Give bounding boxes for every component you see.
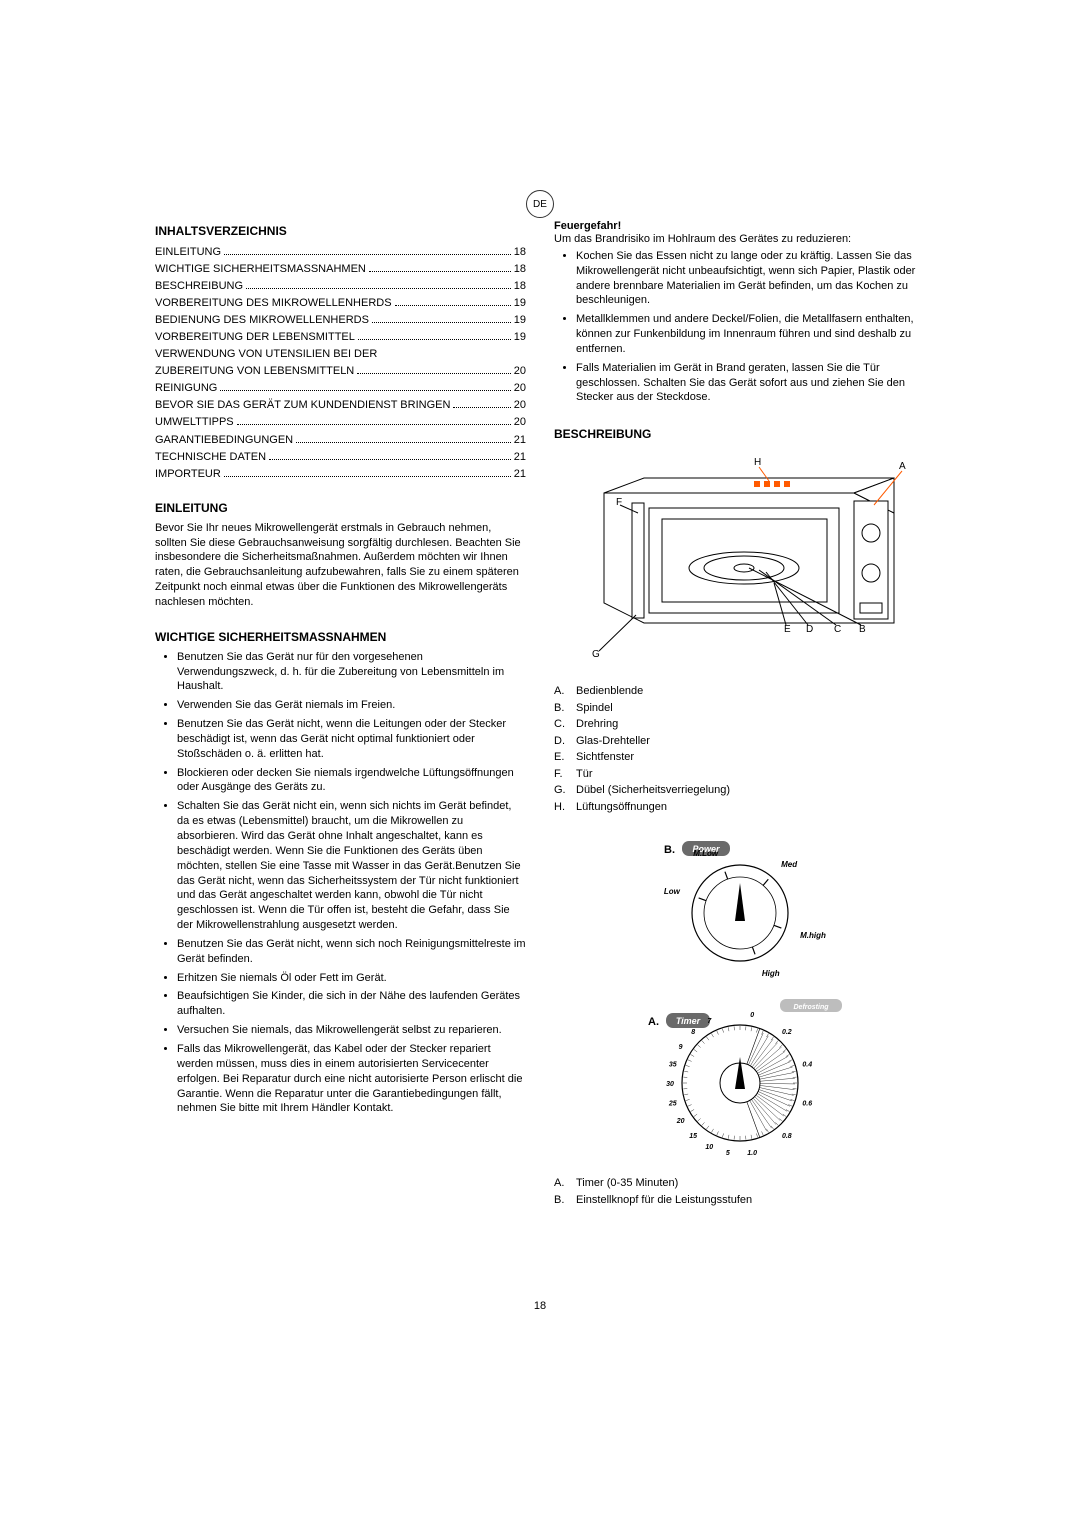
svg-text:1.0: 1.0 — [747, 1150, 757, 1157]
safety-heading: WICHTIGE SICHERHEITSMASSNAHMEN — [155, 630, 526, 644]
svg-text:High: High — [761, 969, 779, 978]
list-item: Beaufsichtigen Sie Kinder, die sich in d… — [177, 989, 526, 1019]
toc-row: VERWENDUNG VON UTENSILIEN BEI DER — [155, 346, 526, 363]
svg-text:G: G — [592, 649, 600, 660]
list-item: Kochen Sie das Essen nicht zu lange oder… — [576, 249, 925, 308]
svg-text:5: 5 — [725, 1150, 729, 1157]
list-item: Falls das Mikrowellengerät, das Kabel od… — [177, 1042, 526, 1116]
svg-text:C: C — [834, 624, 841, 635]
svg-text:M.high: M.high — [800, 931, 826, 940]
svg-text:B: B — [859, 624, 866, 635]
svg-text:M.Low: M.Low — [693, 849, 719, 858]
controls-legend: A.Timer (0-35 Minuten)B.Einstellknopf fü… — [554, 1175, 925, 1208]
legend-row: A.Timer (0-35 Minuten) — [554, 1175, 925, 1192]
legend-row: E.Sichtfenster — [554, 749, 925, 766]
legend-row: H.Lüftungsöffnungen — [554, 799, 925, 816]
toc-row: REINIGUNG20 — [155, 380, 526, 397]
svg-text:25: 25 — [667, 1101, 676, 1108]
legend-row: F.Tür — [554, 766, 925, 783]
svg-text:35: 35 — [668, 1062, 676, 1069]
toc-row: BEDIENUNG DES MIKROWELLENHERDS19 — [155, 312, 526, 329]
right-column: Feuergefahr! Um das Brandrisiko im Hohlr… — [554, 220, 925, 1208]
svg-text:A: A — [899, 461, 906, 472]
legend-row: D.Glas-Drehteller — [554, 733, 925, 750]
toc-row: VORBEREITUNG DES MIKROWELLENHERDS19 — [155, 295, 526, 312]
table-of-contents: EINLEITUNG18WICHTIGE SICHERHEITSMASSNAHM… — [155, 244, 526, 483]
svg-text:Timer: Timer — [675, 1016, 700, 1026]
svg-text:10: 10 — [705, 1144, 713, 1151]
svg-text:B.: B. — [664, 844, 675, 856]
list-item: Benutzen Sie das Gerät nicht, wenn sich … — [177, 937, 526, 967]
toc-row: VORBEREITUNG DER LEBENSMITTEL19 — [155, 329, 526, 346]
safety-list: Benutzen Sie das Gerät nur für den vorge… — [155, 650, 526, 1116]
language-badge: DE — [526, 190, 554, 218]
toc-row: ZUBEREITUNG VON LEBENSMITTELN20 — [155, 363, 526, 380]
toc-row: BEVOR SIE DAS GERÄT ZUM KUNDENDIENST BRI… — [155, 397, 526, 414]
svg-text:H: H — [754, 457, 761, 468]
description-heading: BESCHREIBUNG — [554, 427, 925, 441]
fire-list: Kochen Sie das Essen nicht zu lange oder… — [554, 249, 925, 405]
control-panel-diagram: B.PowerLowM.LowMedM.highHighA.TimerDefro… — [630, 833, 850, 1163]
two-column-layout: INHALTSVERZEICHNIS EINLEITUNG18WICHTIGE … — [155, 220, 925, 1208]
toc-row: EINLEITUNG18 — [155, 244, 526, 261]
microwave-diagram: A H F E D C B G — [554, 453, 925, 668]
svg-text:E: E — [784, 624, 791, 635]
legend-row: A.Bedienblende — [554, 683, 925, 700]
language-code: DE — [533, 199, 547, 210]
fire-heading: Feuergefahr! — [554, 220, 925, 232]
list-item: Schalten Sie das Gerät nicht ein, wenn s… — [177, 799, 526, 933]
svg-text:0.2: 0.2 — [781, 1029, 791, 1036]
svg-text:F: F — [616, 497, 622, 508]
svg-text:0.4: 0.4 — [802, 1062, 812, 1069]
intro-heading: EINLEITUNG — [155, 501, 526, 515]
legend-row: C.Drehring — [554, 716, 925, 733]
list-item: Benutzen Sie das Gerät nur für den vorge… — [177, 650, 526, 695]
page: DE INHALTSVERZEICHNIS EINLEITUNG18WICHTI… — [155, 220, 925, 1208]
toc-row: GARANTIEBEDINGUNGEN21 — [155, 432, 526, 449]
list-item: Erhitzen Sie niemals Öl oder Fett im Ger… — [177, 971, 526, 986]
parts-legend: A.BedienblendeB.SpindelC.DrehringD.Glas-… — [554, 683, 925, 815]
svg-text:A.: A. — [648, 1016, 659, 1028]
legend-row: B.Einstellknopf für die Leistungsstufen — [554, 1192, 925, 1209]
fire-intro: Um das Brandrisiko im Hohlraum des Gerät… — [554, 232, 925, 247]
svg-text:7: 7 — [707, 1018, 712, 1025]
svg-text:0: 0 — [750, 1012, 754, 1019]
svg-text:20: 20 — [675, 1118, 684, 1125]
list-item: Versuchen Sie niemals, das Mikrowellenge… — [177, 1023, 526, 1038]
legend-row: G.Dübel (Sicherheitsverriegelung) — [554, 782, 925, 799]
list-item: Blockieren oder decken Sie niemals irgen… — [177, 766, 526, 796]
svg-text:Low: Low — [663, 887, 680, 896]
left-column: INHALTSVERZEICHNIS EINLEITUNG18WICHTIGE … — [155, 220, 526, 1208]
toc-row: IMPORTEUR21 — [155, 466, 526, 483]
svg-text:D: D — [806, 624, 813, 635]
toc-row: UMWELTTIPPS20 — [155, 414, 526, 431]
toc-row: WICHTIGE SICHERHEITSMASSNAHMEN18 — [155, 261, 526, 278]
svg-text:Med: Med — [781, 860, 798, 869]
svg-text:0.8: 0.8 — [781, 1133, 791, 1140]
svg-text:30: 30 — [666, 1081, 674, 1088]
toc-heading: INHALTSVERZEICHNIS — [155, 224, 526, 238]
svg-text:8: 8 — [691, 1029, 695, 1036]
list-item: Falls Materialien im Gerät in Brand gera… — [576, 361, 925, 406]
svg-text:Defrosting: Defrosting — [793, 1004, 829, 1011]
svg-text:15: 15 — [689, 1133, 697, 1140]
legend-row: B.Spindel — [554, 700, 925, 717]
list-item: Benutzen Sie das Gerät nicht, wenn die L… — [177, 717, 526, 762]
toc-row: TECHNISCHE DATEN21 — [155, 449, 526, 466]
svg-text:9: 9 — [678, 1044, 682, 1051]
toc-row: BESCHREIBUNG18 — [155, 278, 526, 295]
intro-text: Bevor Sie Ihr neues Mikrowellengerät ers… — [155, 521, 526, 610]
list-item: Metallklemmen und andere Deckel/Folien, … — [576, 312, 925, 357]
list-item: Verwenden Sie das Gerät niemals im Freie… — [177, 698, 526, 713]
svg-text:0.6: 0.6 — [802, 1101, 812, 1108]
page-number: 18 — [0, 1300, 1080, 1312]
